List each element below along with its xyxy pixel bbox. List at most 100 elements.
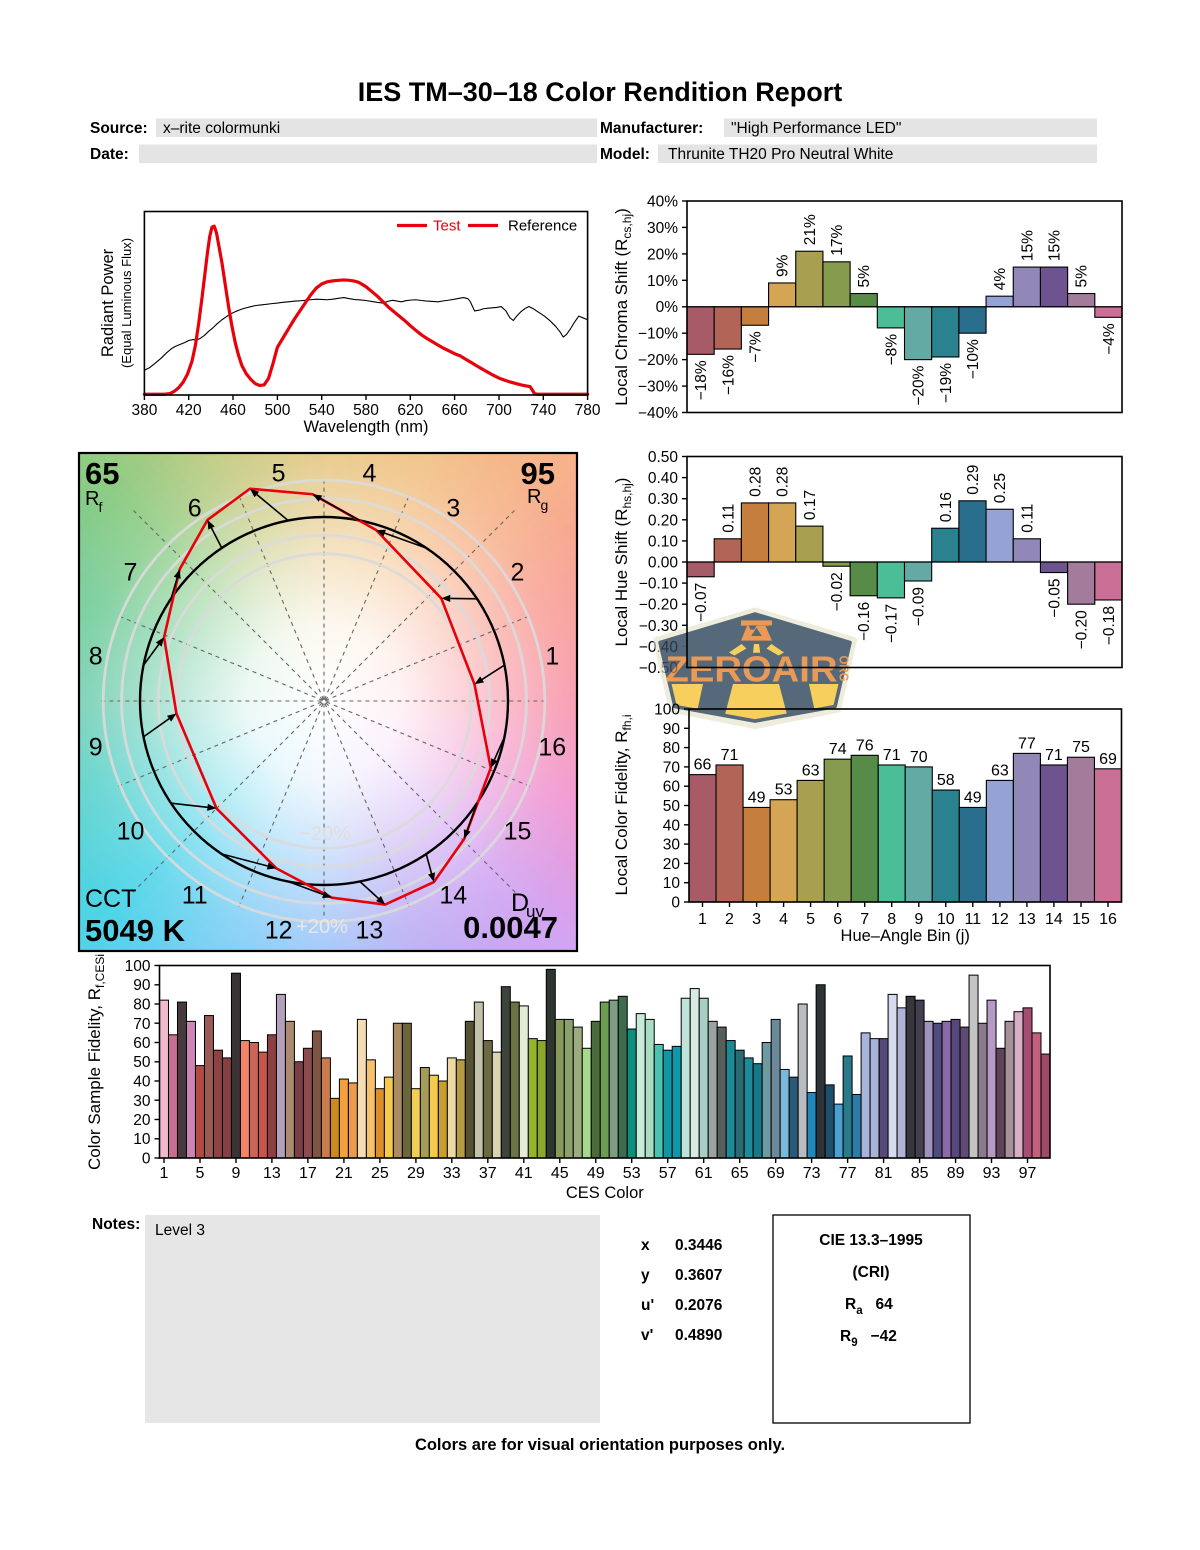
svg-text:0%: 0% (656, 299, 679, 316)
svg-text:−0.09: −0.09 (911, 587, 928, 626)
svg-text:−18%: −18% (693, 360, 710, 400)
svg-text:x–rite colormunki: x–rite colormunki (163, 120, 280, 137)
svg-text:0.25: 0.25 (992, 473, 1009, 503)
svg-text:76: 76 (856, 737, 874, 754)
svg-text:14: 14 (439, 882, 467, 910)
svg-text:10: 10 (133, 1131, 151, 1148)
svg-text:9%: 9% (775, 254, 792, 277)
svg-text:−0.02: −0.02 (829, 572, 846, 611)
svg-text:63: 63 (802, 762, 820, 779)
svg-text:R9 −42: R9 −42 (840, 1328, 897, 1349)
svg-text:10%: 10% (647, 273, 678, 290)
svg-text:12: 12 (991, 911, 1009, 928)
svg-text:4%: 4% (992, 268, 1009, 291)
svg-text:20: 20 (133, 1112, 151, 1129)
svg-text:17%: 17% (829, 225, 846, 256)
svg-text:660: 660 (442, 402, 468, 419)
svg-text:5: 5 (806, 911, 815, 928)
svg-text:66: 66 (694, 757, 712, 774)
svg-text:75: 75 (1072, 739, 1090, 756)
svg-text:0.11: 0.11 (1019, 504, 1036, 533)
svg-text:89: 89 (947, 1165, 965, 1182)
svg-text:D: D (511, 889, 529, 917)
svg-text:30: 30 (133, 1093, 151, 1110)
svg-text:8: 8 (89, 643, 103, 671)
svg-text:65: 65 (731, 1165, 749, 1182)
svg-text:40%: 40% (647, 194, 678, 211)
svg-text:40: 40 (133, 1074, 151, 1091)
svg-text:49: 49 (587, 1165, 605, 1182)
svg-text:70: 70 (910, 749, 928, 766)
svg-text:−40%: −40% (638, 405, 678, 422)
svg-text:11: 11 (182, 882, 208, 910)
svg-text:−20%: −20% (299, 823, 351, 845)
svg-text:−0.17: −0.17 (883, 604, 900, 643)
svg-text:−19%: −19% (938, 363, 955, 403)
svg-text:Colors are for visual orientat: Colors are for visual orientation purpos… (415, 1436, 785, 1454)
svg-text:69: 69 (767, 1165, 785, 1182)
svg-text:10: 10 (663, 875, 681, 892)
svg-text:0.16: 0.16 (938, 492, 955, 522)
svg-text:5%: 5% (856, 265, 873, 288)
svg-text:0.50: 0.50 (648, 449, 679, 466)
svg-text:(CRI): (CRI) (852, 1264, 889, 1281)
svg-text:20%: 20% (647, 246, 678, 263)
svg-text:40: 40 (663, 817, 681, 834)
svg-text:−20%: −20% (638, 352, 678, 369)
svg-text:5%: 5% (1074, 265, 1091, 288)
svg-text:15: 15 (504, 817, 532, 845)
svg-text:−0.07: −0.07 (693, 583, 710, 622)
svg-text:−0.16: −0.16 (856, 602, 873, 641)
svg-text:93: 93 (983, 1165, 1001, 1182)
svg-text:R: R (85, 488, 99, 510)
svg-text:Model:: Model: (600, 146, 650, 163)
svg-text:4: 4 (779, 911, 788, 928)
svg-text:R: R (527, 486, 541, 508)
svg-text:Wavelength (nm): Wavelength (nm) (303, 418, 428, 436)
svg-text:61: 61 (695, 1165, 713, 1182)
svg-text:CCT: CCT (85, 885, 136, 913)
svg-text:−16%: −16% (720, 355, 737, 395)
svg-text:0.0047: 0.0047 (463, 910, 558, 945)
svg-text:−20%: −20% (911, 365, 928, 405)
svg-text:71: 71 (721, 747, 739, 764)
svg-text:15%: 15% (1019, 230, 1036, 261)
svg-text:Hue–Angle Bin (j): Hue–Angle Bin (j) (841, 927, 970, 945)
svg-text:Radiant Power: Radiant Power (99, 248, 117, 357)
svg-text:90: 90 (663, 721, 681, 738)
svg-text:+20%: +20% (296, 916, 348, 938)
svg-text:740: 740 (530, 402, 556, 419)
svg-text:53: 53 (623, 1165, 641, 1182)
svg-text:71: 71 (1045, 747, 1063, 764)
svg-text:5: 5 (196, 1165, 205, 1182)
svg-text:60: 60 (133, 1035, 151, 1052)
svg-text:0.30: 0.30 (648, 491, 679, 508)
svg-text:0: 0 (671, 895, 680, 912)
svg-text:53: 53 (775, 782, 793, 799)
svg-text:620: 620 (397, 402, 423, 419)
svg-text:(Equal Luminous Flux): (Equal Luminous Flux) (119, 238, 134, 368)
svg-text:80: 80 (133, 997, 151, 1014)
svg-text:58: 58 (937, 772, 955, 789)
svg-text:4: 4 (362, 460, 376, 488)
svg-text:uv: uv (526, 902, 544, 921)
svg-text:21: 21 (335, 1165, 353, 1182)
svg-text:0.28: 0.28 (748, 467, 765, 497)
svg-text:15%: 15% (1047, 230, 1064, 261)
svg-text:21%: 21% (802, 214, 819, 245)
svg-text:−0.05: −0.05 (1047, 579, 1064, 618)
svg-text:97: 97 (1019, 1165, 1037, 1182)
svg-text:0.40: 0.40 (648, 470, 679, 487)
svg-text:Local Hue Shift (Rhs,hj): Local Hue Shift (Rhs,hj) (612, 478, 634, 647)
svg-text:Notes:: Notes: (92, 1216, 140, 1233)
svg-text:100: 100 (654, 702, 680, 719)
svg-text:Test: Test (433, 218, 461, 235)
svg-text:100: 100 (125, 958, 151, 975)
svg-text:70: 70 (663, 759, 681, 776)
svg-text:10: 10 (937, 911, 955, 928)
svg-text:81: 81 (875, 1165, 893, 1182)
svg-text:13: 13 (263, 1165, 281, 1182)
svg-text:60: 60 (663, 779, 681, 796)
svg-text:−0.20: −0.20 (639, 597, 679, 614)
svg-text:Manufacturer:: Manufacturer: (600, 120, 703, 137)
